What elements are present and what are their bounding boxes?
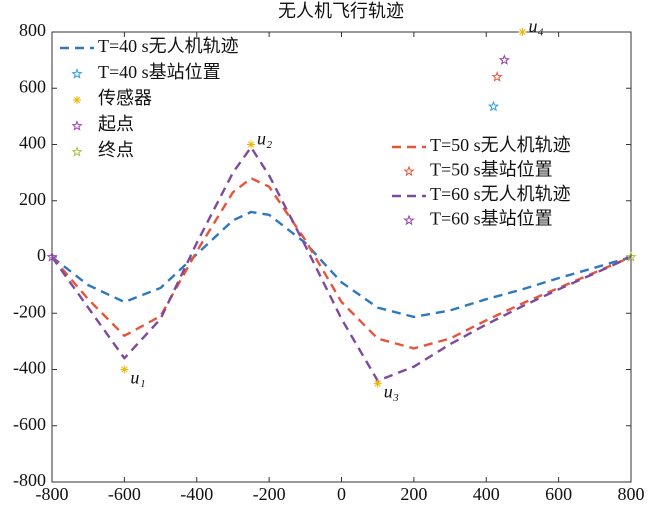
marker	[247, 140, 256, 149]
chart-title: 无人机飞行轨迹	[278, 1, 404, 21]
point-annotation: u₃	[384, 382, 399, 402]
y-tick-label: 200	[19, 189, 46, 209]
legend-label: T=60 s基站位置	[430, 209, 553, 229]
x-tick-label: 0	[337, 484, 346, 504]
x-tick-label: 400	[473, 484, 500, 504]
legend-swatch	[71, 120, 83, 131]
marker	[625, 251, 637, 262]
legend-label: 起点	[98, 114, 134, 134]
marker	[373, 379, 382, 388]
y-tick-label: -400	[13, 358, 46, 378]
marker	[491, 71, 503, 82]
marker	[120, 365, 129, 374]
y-tick-label: 600	[19, 76, 46, 96]
marker	[46, 251, 58, 262]
x-tick-label: 800	[618, 484, 645, 504]
y-tick-label: 0	[37, 245, 46, 265]
legend-swatch	[71, 146, 83, 157]
x-tick-label: -600	[108, 484, 141, 504]
x-tick-label: 200	[400, 484, 427, 504]
legend-label: 终点	[98, 140, 134, 160]
y-tick-label: -200	[13, 301, 46, 321]
y-tick-label: -800	[13, 470, 46, 490]
y-tick-label: -600	[13, 414, 46, 434]
x-tick-label: -200	[253, 484, 286, 504]
y-tick-label: 800	[19, 20, 46, 40]
legend-label: T=40 s基站位置	[98, 62, 221, 82]
legend-label: 传感器	[98, 88, 152, 108]
legend-label: T=50 s无人机轨迹	[430, 135, 571, 155]
legend-label: T=60 s无人机轨迹	[430, 184, 571, 204]
trajectory-line	[51, 210, 632, 319]
marker	[487, 100, 500, 112]
legend-swatch	[403, 165, 415, 177]
legend-swatch	[71, 68, 83, 79]
legend-label: T=40 s无人机轨迹	[98, 36, 239, 56]
y-tick-label: 400	[19, 133, 46, 153]
legend-swatch	[73, 96, 81, 104]
marker	[518, 28, 527, 36]
x-tick-label: -400	[180, 484, 213, 504]
legend-label: T=50 s基站位置	[430, 160, 553, 180]
x-tick-label: -800	[36, 484, 69, 504]
point-annotation: u₄	[528, 16, 543, 36]
point-annotation: u₁	[130, 368, 145, 388]
marker	[498, 54, 510, 65]
trajectory-line	[51, 177, 632, 350]
trajectory-line	[51, 146, 632, 382]
point-annotation: u₂	[257, 129, 272, 149]
x-tick-label: 600	[545, 484, 572, 504]
legend-swatch	[403, 214, 415, 226]
